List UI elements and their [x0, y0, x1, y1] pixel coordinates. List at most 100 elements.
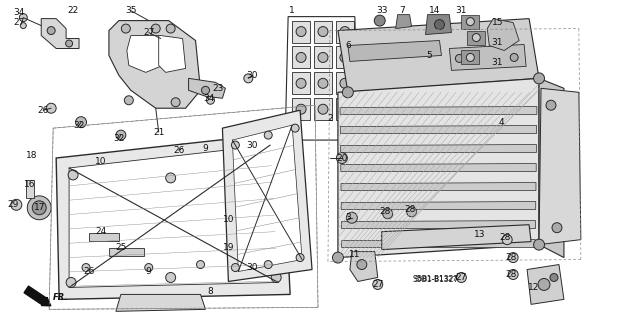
Circle shape [318, 104, 328, 114]
Polygon shape [159, 35, 186, 72]
Polygon shape [223, 110, 312, 281]
Polygon shape [338, 19, 539, 92]
Text: 9: 9 [146, 267, 152, 276]
Polygon shape [381, 225, 531, 249]
Polygon shape [232, 125, 302, 271]
Text: 30: 30 [246, 263, 258, 272]
Text: 19: 19 [223, 243, 234, 252]
Circle shape [291, 124, 299, 132]
Text: 31: 31 [492, 38, 503, 47]
Bar [292, 98, 310, 120]
Text: 17: 17 [33, 203, 45, 212]
Circle shape [244, 74, 253, 83]
Text: 20: 20 [336, 153, 348, 162]
Text: 32: 32 [113, 134, 125, 143]
Text: 10: 10 [223, 215, 234, 224]
Circle shape [467, 18, 474, 26]
Circle shape [166, 173, 175, 183]
Circle shape [357, 260, 367, 270]
Circle shape [68, 170, 78, 180]
Text: 21: 21 [153, 128, 164, 137]
Bar [314, 21, 332, 42]
Text: 26: 26 [38, 106, 49, 115]
Text: 3: 3 [345, 213, 351, 222]
Bar [314, 72, 332, 94]
Circle shape [232, 141, 239, 149]
Circle shape [207, 96, 214, 104]
Circle shape [76, 117, 86, 128]
Text: 32: 32 [74, 121, 84, 130]
Text: 15: 15 [492, 18, 503, 27]
Polygon shape [467, 31, 485, 45]
Text: 33: 33 [376, 6, 387, 15]
Text: 18: 18 [26, 151, 37, 160]
Circle shape [508, 270, 518, 279]
Circle shape [346, 212, 357, 223]
Text: 7: 7 [399, 6, 404, 15]
Polygon shape [116, 294, 205, 311]
Text: 1: 1 [289, 6, 295, 15]
Circle shape [166, 24, 175, 33]
Circle shape [82, 263, 90, 271]
Bar [109, 248, 144, 256]
Circle shape [151, 24, 160, 33]
FancyArrow shape [24, 286, 51, 306]
Text: 27: 27 [456, 273, 467, 282]
Text: 29: 29 [8, 200, 19, 209]
Circle shape [534, 73, 545, 84]
Bar [26, 180, 35, 198]
Circle shape [435, 19, 444, 30]
Circle shape [550, 273, 558, 281]
Circle shape [28, 196, 51, 220]
Text: 28: 28 [506, 270, 517, 279]
Bar [292, 72, 310, 94]
Text: 31: 31 [492, 58, 503, 67]
Circle shape [271, 272, 281, 282]
Polygon shape [449, 45, 526, 70]
Circle shape [264, 131, 272, 139]
Circle shape [179, 144, 187, 152]
Text: 34: 34 [203, 94, 214, 103]
Circle shape [340, 26, 350, 37]
Circle shape [552, 223, 562, 233]
Polygon shape [487, 19, 519, 50]
Circle shape [66, 40, 72, 47]
Polygon shape [348, 41, 442, 62]
Polygon shape [127, 35, 163, 72]
Circle shape [296, 254, 304, 262]
Bar [314, 98, 332, 120]
Bar [314, 47, 332, 68]
Text: 12: 12 [529, 283, 540, 292]
Circle shape [116, 130, 126, 140]
Text: 34: 34 [13, 8, 25, 17]
Circle shape [46, 103, 56, 113]
Text: 2: 2 [327, 114, 333, 123]
Circle shape [332, 252, 344, 263]
Polygon shape [189, 78, 225, 98]
Circle shape [456, 272, 467, 282]
Circle shape [342, 87, 353, 98]
Polygon shape [340, 145, 536, 152]
Bar [336, 72, 354, 94]
Text: S5B1-B1327: S5B1-B1327 [412, 275, 459, 284]
Text: 26: 26 [83, 267, 95, 276]
Polygon shape [340, 164, 536, 172]
Circle shape [406, 207, 417, 217]
Text: 8: 8 [207, 287, 213, 296]
Text: 9: 9 [203, 144, 209, 152]
Circle shape [534, 239, 545, 250]
Circle shape [296, 52, 306, 63]
Text: 27: 27 [143, 28, 154, 37]
Circle shape [296, 104, 306, 114]
Text: FR.: FR. [53, 293, 68, 302]
Circle shape [340, 52, 350, 63]
Circle shape [268, 145, 277, 155]
Polygon shape [539, 78, 564, 257]
Circle shape [546, 100, 556, 110]
Text: 16: 16 [24, 180, 35, 189]
Text: 28: 28 [404, 205, 415, 214]
Circle shape [502, 235, 512, 245]
Circle shape [467, 54, 474, 62]
Text: 27: 27 [372, 280, 383, 289]
Circle shape [171, 98, 180, 107]
